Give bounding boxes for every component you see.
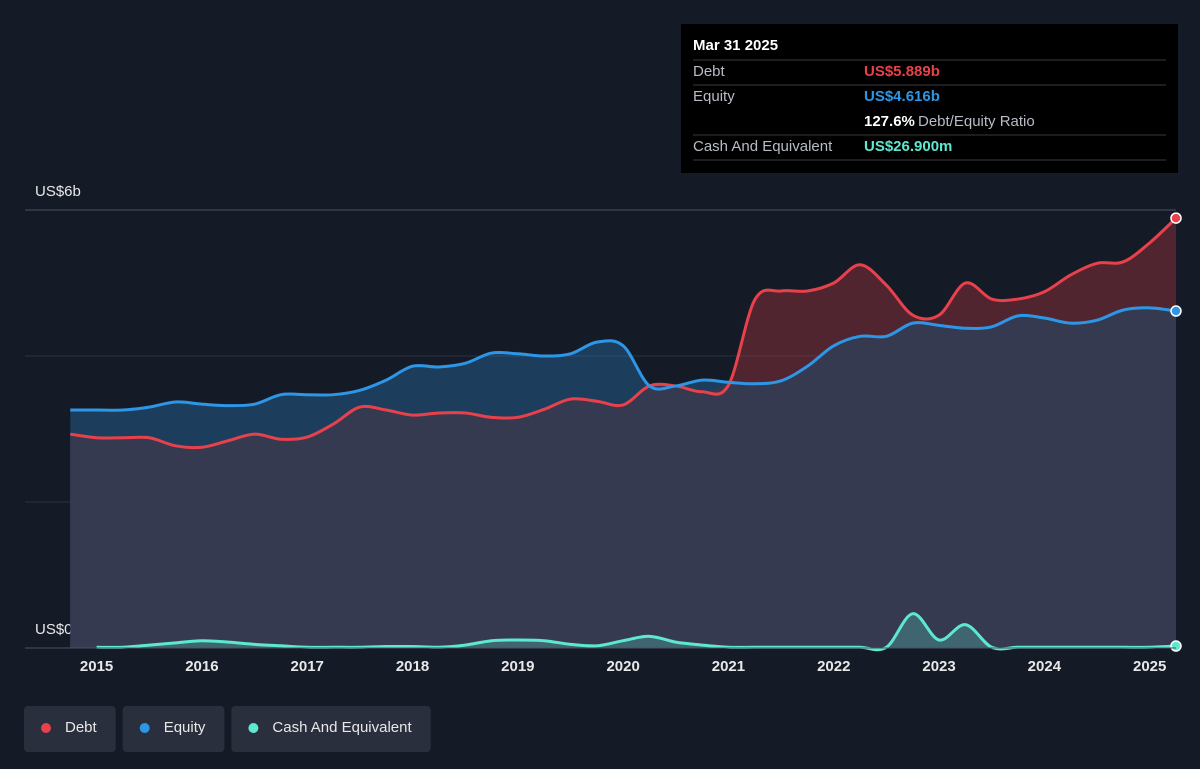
- tooltip-ratio-label: Debt/Equity Ratio: [918, 113, 1035, 130]
- legend-button[interactable]: [231, 706, 431, 752]
- legend-button[interactable]: [122, 706, 225, 752]
- x-tick-label: 2025: [1133, 658, 1166, 675]
- tooltip-value: US$5.889b: [864, 63, 940, 80]
- y-tick-label: US$0: [35, 621, 73, 638]
- end-point: [1170, 212, 1182, 224]
- plot-area: US$0 US$6b 2015 2016 2017 2018 2019 2020 2021 202…: [25, 183, 1182, 675]
- x-tick-label: 2021: [712, 658, 745, 675]
- legend-label: Debt: [65, 719, 98, 736]
- tooltip-ratio: 127.6%: [864, 113, 915, 130]
- x-tick-label: 2015: [80, 658, 113, 675]
- overlap-area: [70, 307, 1177, 648]
- end-point: [1170, 305, 1182, 317]
- x-tick-label: 2016: [185, 658, 218, 675]
- legend-button[interactable]: [24, 706, 116, 752]
- end-point: [1170, 640, 1182, 652]
- legend-swatch: [248, 723, 259, 733]
- legend-swatch: [139, 723, 150, 733]
- y-tick-label: US$6b: [35, 183, 81, 200]
- legend-item[interactable]: Debt: [24, 706, 116, 752]
- tooltip-value: US$26.900m: [864, 138, 952, 155]
- x-tick-label: 2022: [817, 658, 850, 675]
- tooltip: Mar 31 2025 Debt US$5.889b Equity US$4.6…: [681, 24, 1178, 173]
- legend-label: Cash And Equivalent: [272, 719, 412, 736]
- x-tick-label: 2023: [922, 658, 955, 675]
- x-tick-label: 2017: [291, 658, 324, 675]
- x-tick-label: 2018: [396, 658, 429, 675]
- x-tick-label: 2020: [606, 658, 639, 675]
- x-tick-label: 2019: [501, 658, 534, 675]
- x-tick-label: 2024: [1028, 658, 1062, 675]
- tooltip-label: Debt: [693, 63, 726, 80]
- legend-swatch: [41, 723, 51, 733]
- tooltip-value: US$4.616b: [864, 88, 940, 105]
- legend: Debt Equity Cash And Equivalent: [24, 706, 431, 752]
- tooltip-label: Equity: [693, 88, 735, 105]
- legend-item[interactable]: Cash And Equivalent: [231, 706, 431, 752]
- legend-label: Equity: [164, 719, 206, 736]
- legend-item[interactable]: Equity: [122, 706, 225, 752]
- tooltip-box: [681, 24, 1178, 173]
- tooltip-label: Cash And Equivalent: [693, 138, 833, 155]
- series-line: [70, 306, 1177, 412]
- series-area: [96, 613, 1177, 650]
- tooltip-date: Mar 31 2025: [693, 37, 778, 54]
- series-line: [70, 217, 1178, 450]
